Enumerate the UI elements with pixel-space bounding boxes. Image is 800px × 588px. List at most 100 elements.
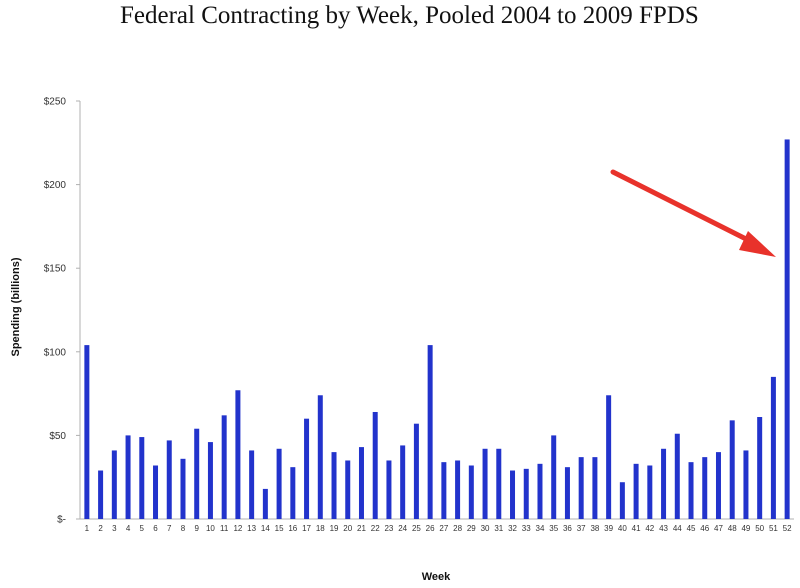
x-tick-label: 42 <box>645 524 654 533</box>
bar <box>496 448 502 519</box>
bar <box>304 418 310 519</box>
x-tick-label: 20 <box>343 524 352 533</box>
x-tick-label: 21 <box>357 524 366 533</box>
x-tick-label: 48 <box>728 524 737 533</box>
x-tick-label: 38 <box>590 524 599 533</box>
bar <box>386 460 392 519</box>
x-tick-label: 4 <box>126 524 131 533</box>
x-tick-label: 2 <box>98 524 103 533</box>
bar <box>207 442 213 519</box>
x-axis-label: Week <box>422 571 451 583</box>
x-tick-label: 30 <box>481 524 490 533</box>
arrow-shaft <box>610 169 755 245</box>
bar <box>84 345 90 519</box>
x-tick-label: 3 <box>112 524 117 533</box>
bar <box>455 460 461 519</box>
x-tick-label: 37 <box>577 524 586 533</box>
x-tick-label: 14 <box>261 524 270 533</box>
bar <box>194 428 200 519</box>
bar <box>413 423 419 519</box>
x-tick-label: 10 <box>206 524 215 533</box>
bar <box>400 445 406 519</box>
x-tick-label: 26 <box>426 524 435 533</box>
x-tick-label: 52 <box>783 524 792 533</box>
x-tick-label: 28 <box>453 524 462 533</box>
bar <box>510 470 516 519</box>
x-tick-label: 33 <box>522 524 531 533</box>
bar <box>537 463 543 519</box>
bar <box>743 450 749 519</box>
x-tick-label: 16 <box>288 524 297 533</box>
bar <box>125 435 131 519</box>
y-tick-label: $- <box>57 515 66 526</box>
bar <box>578 457 584 519</box>
bar <box>180 458 186 519</box>
x-tick-label: 27 <box>439 524 448 533</box>
bar <box>592 457 598 519</box>
bar <box>661 448 667 519</box>
bar <box>153 465 159 519</box>
bar <box>372 411 378 519</box>
x-tick-label: 34 <box>536 524 545 533</box>
x-tick-label: 51 <box>769 524 778 533</box>
x-tick-label: 46 <box>700 524 709 533</box>
bar <box>647 465 653 519</box>
x-tick-label: 19 <box>330 524 339 533</box>
bar <box>427 345 433 519</box>
x-tick-label: 32 <box>508 524 517 533</box>
x-tick-label: 49 <box>741 524 750 533</box>
bar <box>564 467 570 519</box>
bar <box>262 488 268 519</box>
x-tick-label: 50 <box>755 524 764 533</box>
x-tick-label: 18 <box>316 524 325 533</box>
bar <box>317 395 323 519</box>
y-tick-label: $200 <box>44 180 67 191</box>
bar <box>166 440 172 519</box>
x-tick-label: 41 <box>632 524 641 533</box>
x-tick-label: 6 <box>153 524 158 533</box>
x-tick-label: 5 <box>140 524 145 533</box>
x-tick-label: 47 <box>714 524 723 533</box>
x-tick-label: 11 <box>220 524 229 533</box>
x-tick-label: 36 <box>563 524 572 533</box>
bar <box>715 452 721 519</box>
x-tick-label: 12 <box>233 524 242 533</box>
chart-title: Federal Contracting by Week, Pooled 2004… <box>120 2 699 29</box>
x-tick-label: 39 <box>604 524 613 533</box>
bar <box>757 417 763 519</box>
bar <box>111 450 117 519</box>
y-tick-label: $150 <box>44 264 67 275</box>
y-axis-label: Spending (billions) <box>10 257 22 356</box>
x-tick-label: 45 <box>687 524 696 533</box>
x-tick-label: 29 <box>467 524 476 533</box>
bar <box>551 435 557 519</box>
x-tick-label: 22 <box>371 524 380 533</box>
bar <box>249 450 255 519</box>
bar <box>290 467 296 519</box>
x-tick-label: 25 <box>412 524 421 533</box>
y-tick-label: $100 <box>44 347 67 358</box>
x-tick-label: 17 <box>302 524 311 533</box>
bar <box>221 415 227 519</box>
bar <box>482 448 488 519</box>
bar <box>606 395 612 519</box>
bar <box>770 376 776 519</box>
annotation-arrow <box>610 169 776 257</box>
bar <box>633 463 639 519</box>
x-tick-label: 31 <box>494 524 503 533</box>
bar-series <box>84 139 790 519</box>
bar <box>358 447 364 519</box>
bar <box>674 433 680 519</box>
chart-axes <box>79 101 794 520</box>
bar <box>523 468 529 519</box>
x-tick-label: 8 <box>181 524 186 533</box>
bar <box>139 437 145 519</box>
bar <box>331 452 337 519</box>
bar <box>702 457 708 519</box>
x-tick-label: 40 <box>618 524 627 533</box>
x-tick-label: 43 <box>659 524 668 533</box>
x-tick-label: 7 <box>167 524 172 533</box>
bar <box>784 139 790 519</box>
y-tick-label: $50 <box>49 431 66 442</box>
x-tick-label: 15 <box>275 524 284 533</box>
